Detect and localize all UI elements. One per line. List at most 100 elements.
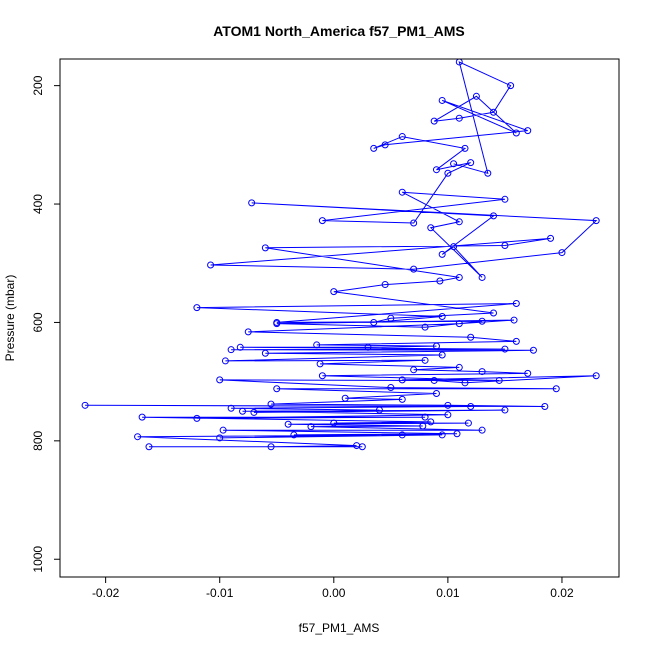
- x-tick-label: 0.02: [550, 586, 574, 600]
- data-point: [318, 372, 326, 380]
- data-point: [330, 288, 338, 296]
- data-point: [444, 169, 452, 177]
- data-point: [316, 360, 324, 368]
- data-point: [524, 369, 532, 377]
- x-axis: -0.02 -0.01 0.00 0.01 0.02: [92, 577, 574, 600]
- y-tick-label: 800: [31, 431, 45, 451]
- data-point: [455, 59, 463, 66]
- chart-title: ATOM1 North_America f57_PM1_AMS: [213, 23, 465, 39]
- data-point: [501, 195, 509, 203]
- data-point: [193, 414, 201, 422]
- data-point: [501, 241, 509, 249]
- data-point: [273, 385, 281, 393]
- data-point: [239, 407, 247, 415]
- data-point: [592, 372, 600, 380]
- data-point: [438, 351, 446, 359]
- data-point: [478, 368, 486, 376]
- data-point: [193, 304, 201, 312]
- data-point: [464, 419, 472, 427]
- data-point: [427, 418, 435, 426]
- x-tick-label: -0.02: [92, 586, 120, 600]
- x-tick-label: -0.01: [206, 586, 234, 600]
- data-point: [219, 426, 227, 434]
- data-point: [455, 218, 463, 226]
- data-point: [248, 199, 256, 207]
- data-point: [216, 376, 224, 384]
- data-point: [410, 219, 418, 227]
- data-point: [438, 250, 446, 258]
- data-point: [450, 160, 458, 168]
- data-point: [552, 385, 560, 393]
- plot-frame: [59, 58, 620, 578]
- data-point: [507, 82, 515, 90]
- data-point: [467, 159, 475, 167]
- data-point: [455, 273, 463, 281]
- data-point: [438, 431, 446, 439]
- data-point: [410, 366, 418, 374]
- data-point: [250, 408, 258, 416]
- data-point: [398, 376, 406, 384]
- data-point: [273, 318, 281, 326]
- data-point: [364, 343, 372, 351]
- data-point: [375, 406, 383, 414]
- data-point: [421, 323, 429, 331]
- data-point: [134, 433, 142, 441]
- data-point: [432, 166, 440, 174]
- data-point: [410, 265, 418, 273]
- data-point: [207, 261, 215, 269]
- data-point: [558, 249, 566, 257]
- data-point: [467, 333, 475, 341]
- data-point: [267, 400, 275, 408]
- data-point: [227, 346, 235, 354]
- data-point: [261, 349, 269, 357]
- data-point: [501, 406, 509, 414]
- data-point: [370, 318, 378, 326]
- data-point: [484, 169, 492, 177]
- data-point: [547, 234, 555, 242]
- data-point: [501, 345, 509, 353]
- data-point: [490, 212, 498, 220]
- data-point: [432, 342, 440, 350]
- data-point: [244, 328, 252, 336]
- data-point: [455, 363, 463, 371]
- data-point: [478, 273, 486, 281]
- data-point: [381, 141, 389, 149]
- x-tick-label: 0.01: [436, 586, 460, 600]
- y-axis-label: Pressure (mbar): [3, 275, 17, 362]
- data-point: [524, 127, 532, 135]
- data-point: [421, 413, 429, 421]
- data-point: [490, 309, 498, 317]
- data-point: [341, 394, 349, 402]
- data-point: [436, 277, 444, 285]
- data-point: [512, 337, 520, 345]
- y-axis: 200 400 600 800 1000: [31, 75, 60, 573]
- data-point: [216, 434, 224, 442]
- data-point: [398, 395, 406, 403]
- data-point: [81, 401, 89, 409]
- data-point: [227, 404, 235, 412]
- x-axis-label: f57_PM1_AMS: [299, 621, 380, 635]
- y-tick-label: 600: [31, 312, 45, 332]
- data-point: [461, 144, 469, 152]
- data-point: [267, 443, 275, 451]
- series-line: [85, 61, 598, 448]
- x-tick-label: 0.00: [322, 586, 346, 600]
- data-point: [510, 316, 518, 324]
- data-point: [438, 96, 446, 104]
- data-point: [145, 443, 153, 451]
- data-point: [318, 217, 326, 225]
- data-point: [290, 431, 298, 439]
- data-point: [592, 217, 600, 225]
- data-point: [427, 224, 435, 232]
- data-point: [353, 442, 361, 450]
- data-point: [461, 379, 469, 387]
- data-point: [221, 357, 229, 365]
- data-point: [490, 108, 498, 116]
- data-point: [330, 419, 338, 427]
- data-point: [467, 403, 475, 411]
- data-point: [478, 317, 486, 325]
- data-point: [444, 411, 452, 419]
- data-point: [307, 423, 315, 431]
- data-point: [478, 426, 486, 434]
